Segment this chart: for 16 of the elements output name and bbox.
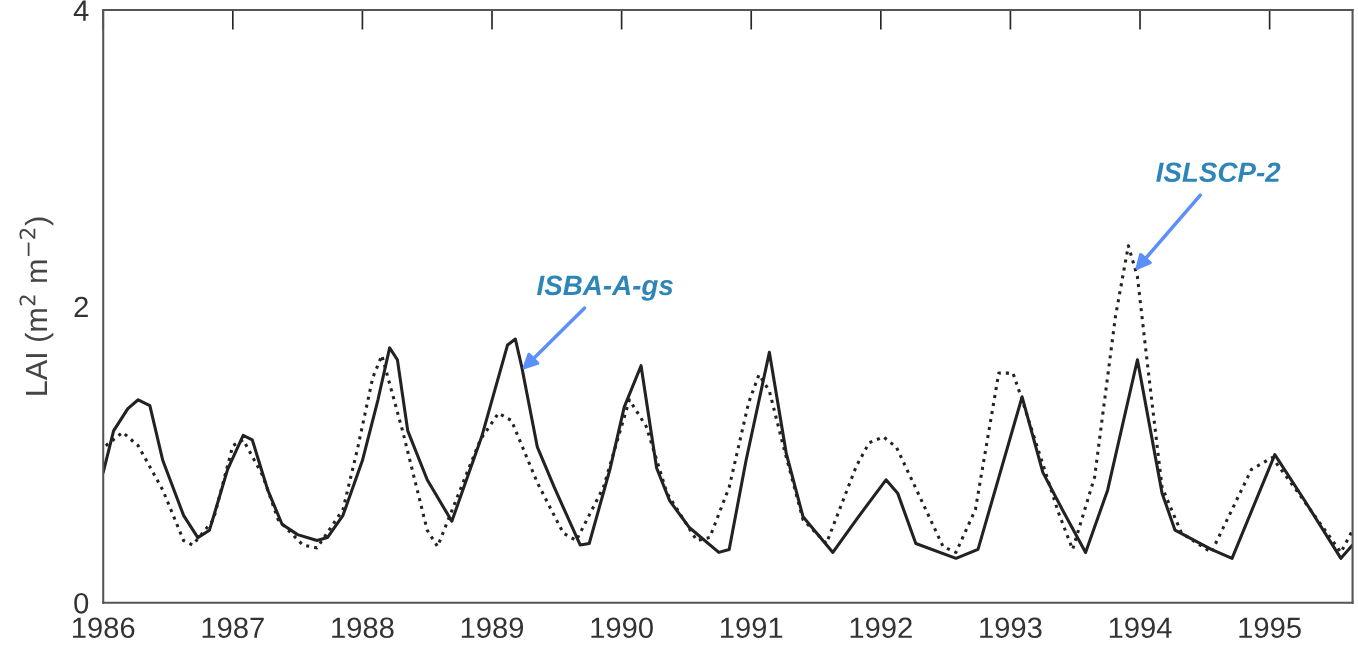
x-tick-label: 1986 xyxy=(72,617,135,639)
x-tick-label: 1988 xyxy=(332,617,394,639)
x-tick-label: 1987 xyxy=(202,617,264,639)
x-tick-label: 1990 xyxy=(591,617,653,639)
y-axis-title: LAI (m$^{2}$ m$^{−2}$) xyxy=(19,217,54,395)
x-tick-label: 1995 xyxy=(1239,617,1301,639)
annotation: ISBA-A-gs xyxy=(536,275,673,301)
x-tick-label: 1992 xyxy=(850,617,912,639)
x-tick-label: 1989 xyxy=(461,617,524,639)
y-tick-label: 2 xyxy=(74,296,88,317)
x-tick-label: 1994 xyxy=(1109,617,1172,639)
y-tick-label: 0 xyxy=(74,592,89,614)
x-tick-label: 1991 xyxy=(721,617,783,639)
x-tick-label: 1993 xyxy=(980,617,1042,639)
y-tick-label: 4 xyxy=(73,0,89,21)
annotation: ISLSCP-2 xyxy=(1156,162,1281,183)
